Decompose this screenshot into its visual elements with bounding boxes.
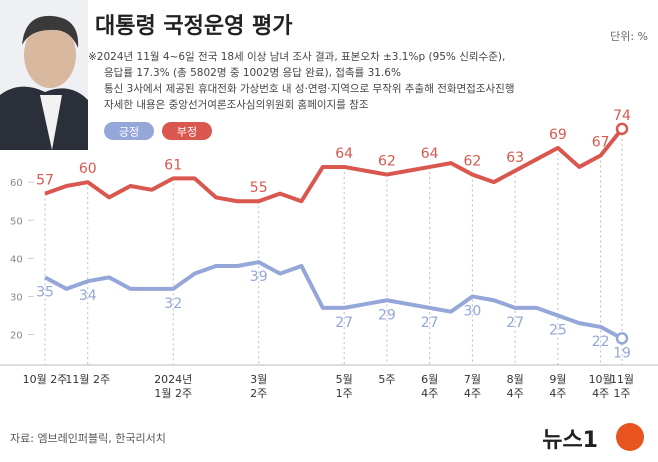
legend-label: 부정	[177, 126, 197, 139]
data-label: 22	[592, 334, 610, 350]
x-tick-line: 10월	[589, 373, 613, 386]
data-label: 30	[463, 303, 481, 319]
note: 응답률 17.3% (총 5802명 중 1002명 응답 완료), 접촉률 3…	[104, 66, 401, 79]
data-label: 62	[463, 154, 481, 170]
data-label: 55	[250, 180, 268, 196]
x-tick-label: 11월 2주	[65, 373, 110, 386]
x-tick-label: 10월 4주	[589, 373, 613, 400]
x-tick-line: 10월 2주	[23, 373, 68, 386]
end-marker	[615, 122, 629, 136]
data-label: 60	[79, 161, 97, 177]
y-tick-label: 60	[10, 178, 23, 189]
y-tick-label: 30	[10, 292, 23, 303]
x-tick-line: 4주	[421, 387, 438, 400]
series-line	[44, 260, 623, 341]
legend-swatch	[104, 122, 154, 140]
note: 통신 3사에서 제공된 휴대전화 가상번호 내 성·연령·지역으로 무작위 추출…	[104, 82, 514, 95]
x-tick-line: 9월	[549, 373, 566, 386]
data-label: 61	[164, 157, 182, 173]
x-tick-label: 5주	[378, 373, 395, 386]
note: ※2024년 11월 4~6일 전국 18세 이상 남녀 조사 결과, 표본오차…	[88, 50, 505, 63]
data-label: 57	[36, 173, 54, 189]
unit: 단위: %	[610, 30, 648, 43]
data-label: 19	[613, 345, 631, 361]
logo: 뉴스1	[542, 423, 644, 453]
logo-text: 뉴스1	[542, 428, 598, 453]
x-tick-line: 4주	[507, 387, 524, 400]
x-tick-line: 4주	[464, 387, 481, 400]
data-label: 29	[378, 307, 396, 323]
data-label: 39	[250, 269, 268, 285]
x-tick-label: 8월 4주	[507, 373, 524, 400]
data-label: 64	[421, 146, 439, 162]
series-line	[44, 127, 624, 204]
x-tick-line: 5월	[336, 373, 353, 386]
x-tick-label: 9월 4주	[549, 373, 566, 400]
data-label: 34	[79, 288, 97, 304]
x-tick-label: 11월 1주	[610, 373, 634, 400]
note: 자세한 내용은 중앙선거여론조사심의위원회 홈페이지를 참조	[104, 98, 369, 111]
x-tick-label: 10월 2주	[23, 373, 68, 386]
x-tick-line: 1주	[336, 387, 353, 400]
y-tick-label: 50	[10, 216, 23, 227]
x-tick-line: 11월	[610, 373, 634, 386]
data-label: 62	[378, 154, 396, 170]
y-tick-label: 40	[10, 254, 23, 265]
source: 자료: 엠브레인퍼블릭, 한국리서치	[10, 432, 166, 445]
chart-title: 대통령 국정운영 평가	[95, 14, 292, 39]
x-tick-line: 1주	[613, 387, 630, 400]
legend-label: 긍정	[119, 126, 139, 139]
data-label: 27	[335, 315, 353, 331]
data-label: 63	[506, 150, 524, 166]
x-tick-label: 3월 2주	[250, 373, 267, 400]
data-label: 67	[592, 135, 610, 151]
x-tick-line: 4주	[592, 387, 609, 400]
y-tick-label: 20	[10, 331, 23, 342]
x-tick-label: 7월 4주	[464, 373, 481, 400]
end-marker	[615, 332, 629, 345]
x-tick-line: 5주	[378, 373, 395, 386]
x-tick-line: 4주	[549, 387, 566, 400]
x-tick-line: 2024년	[154, 373, 192, 386]
x-tick-line: 1월 2주	[154, 387, 192, 400]
x-tick-line: 2주	[250, 387, 267, 400]
data-label: 25	[549, 322, 567, 338]
x-tick-label: 6월 4주	[421, 373, 438, 400]
data-label: 35	[36, 284, 54, 300]
data-label: 27	[421, 315, 439, 331]
x-tick-line: 3월	[250, 373, 267, 386]
data-label: 32	[164, 296, 182, 312]
legend-swatch	[162, 122, 212, 140]
data-label: 27	[506, 315, 524, 331]
x-tick-line: 6월	[421, 373, 438, 386]
x-tick-line: 8월	[507, 373, 524, 386]
data-label: 64	[335, 146, 353, 162]
x-tick-line: 11월 2주	[65, 373, 110, 386]
data-label: 74	[613, 108, 631, 124]
x-tick-label: 5월 1주	[336, 373, 353, 400]
photo	[0, 0, 88, 150]
x-tick-label: 2024년 1월 2주	[154, 373, 192, 400]
data-label: 69	[549, 127, 567, 143]
x-tick-line: 7월	[464, 373, 481, 386]
